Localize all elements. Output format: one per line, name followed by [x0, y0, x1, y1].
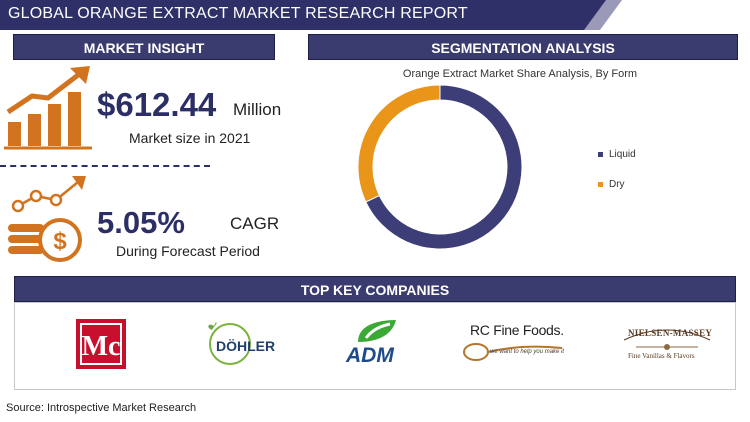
legend-label-dry: Dry: [609, 179, 625, 190]
donut-slice-liquid: [365, 84, 523, 250]
mccormick-logo: Mc: [76, 319, 126, 369]
cagr-unit: CAGR: [230, 214, 280, 233]
donut-slice-dry: [357, 84, 441, 203]
chart-title: Orange Extract Market Share Analysis, By…: [402, 68, 638, 80]
rc-spoon-icon: [463, 343, 563, 361]
rc-fine-foods-tagline: we want to help you make it: [490, 349, 565, 355]
section-divider: [0, 165, 210, 167]
cagr-caption: During Forecast Period: [116, 243, 260, 259]
legend-item-liquid: Liquid: [598, 149, 636, 160]
adm-logo: ADM: [340, 318, 410, 370]
growth-chart-icon: [4, 66, 92, 150]
nielsen-massey-tagline: Fine Vanillas & Flavors: [628, 352, 695, 360]
market-size-value: $612.44: [97, 86, 217, 123]
nielsen-massey-wordmark: NIELSEN-MASSEY: [628, 328, 713, 338]
legend-swatch-liquid: [598, 151, 603, 157]
rc-fine-foods-wordmark: RC Fine Foods.: [470, 322, 564, 338]
coin-growth-icon: $: [8, 176, 86, 262]
market-insight-heading: MARKET INSIGHT: [13, 34, 275, 60]
market-size-caption: Market size in 2021: [129, 130, 251, 146]
dohler-leaf-icon: [208, 322, 251, 365]
cagr-value: 5.05%: [97, 205, 185, 240]
svg-text:$: $: [53, 228, 67, 255]
nielsen-massey-logo: NIELSEN-MASSEY Fine Vanillas & Flavors: [622, 324, 712, 366]
title-bar: [0, 0, 622, 30]
dohler-logo: DÖHLER: [198, 320, 276, 368]
adm-wordmark: ADM: [346, 344, 394, 367]
svg-text:Mc: Mc: [82, 331, 121, 362]
legend-item-dry: Dry: [598, 179, 625, 190]
legend-label-liquid: Liquid: [609, 149, 636, 160]
segmentation-heading: SEGMENTATION ANALYSIS: [308, 34, 738, 60]
dohler-wordmark: DÖHLER: [216, 338, 276, 354]
market-size-unit: Million: [233, 100, 282, 119]
report-title: GLOBAL ORANGE EXTRACT MARKET RESEARCH RE…: [8, 5, 468, 22]
nielsen-massey-banner-icon: [623, 329, 711, 341]
rc-fine-foods-logo: RC Fine Foods. we want to help you make …: [462, 322, 566, 368]
companies-logo-panel: [14, 302, 736, 390]
legend-swatch-dry: [598, 181, 603, 187]
top-companies-heading: TOP KEY COMPANIES: [14, 276, 736, 302]
donut-chart: [357, 84, 523, 250]
adm-leaf-icon: [358, 320, 396, 342]
nielsen-massey-divider-icon: [636, 344, 698, 350]
source-note: Source: Introspective Market Research: [6, 402, 197, 414]
